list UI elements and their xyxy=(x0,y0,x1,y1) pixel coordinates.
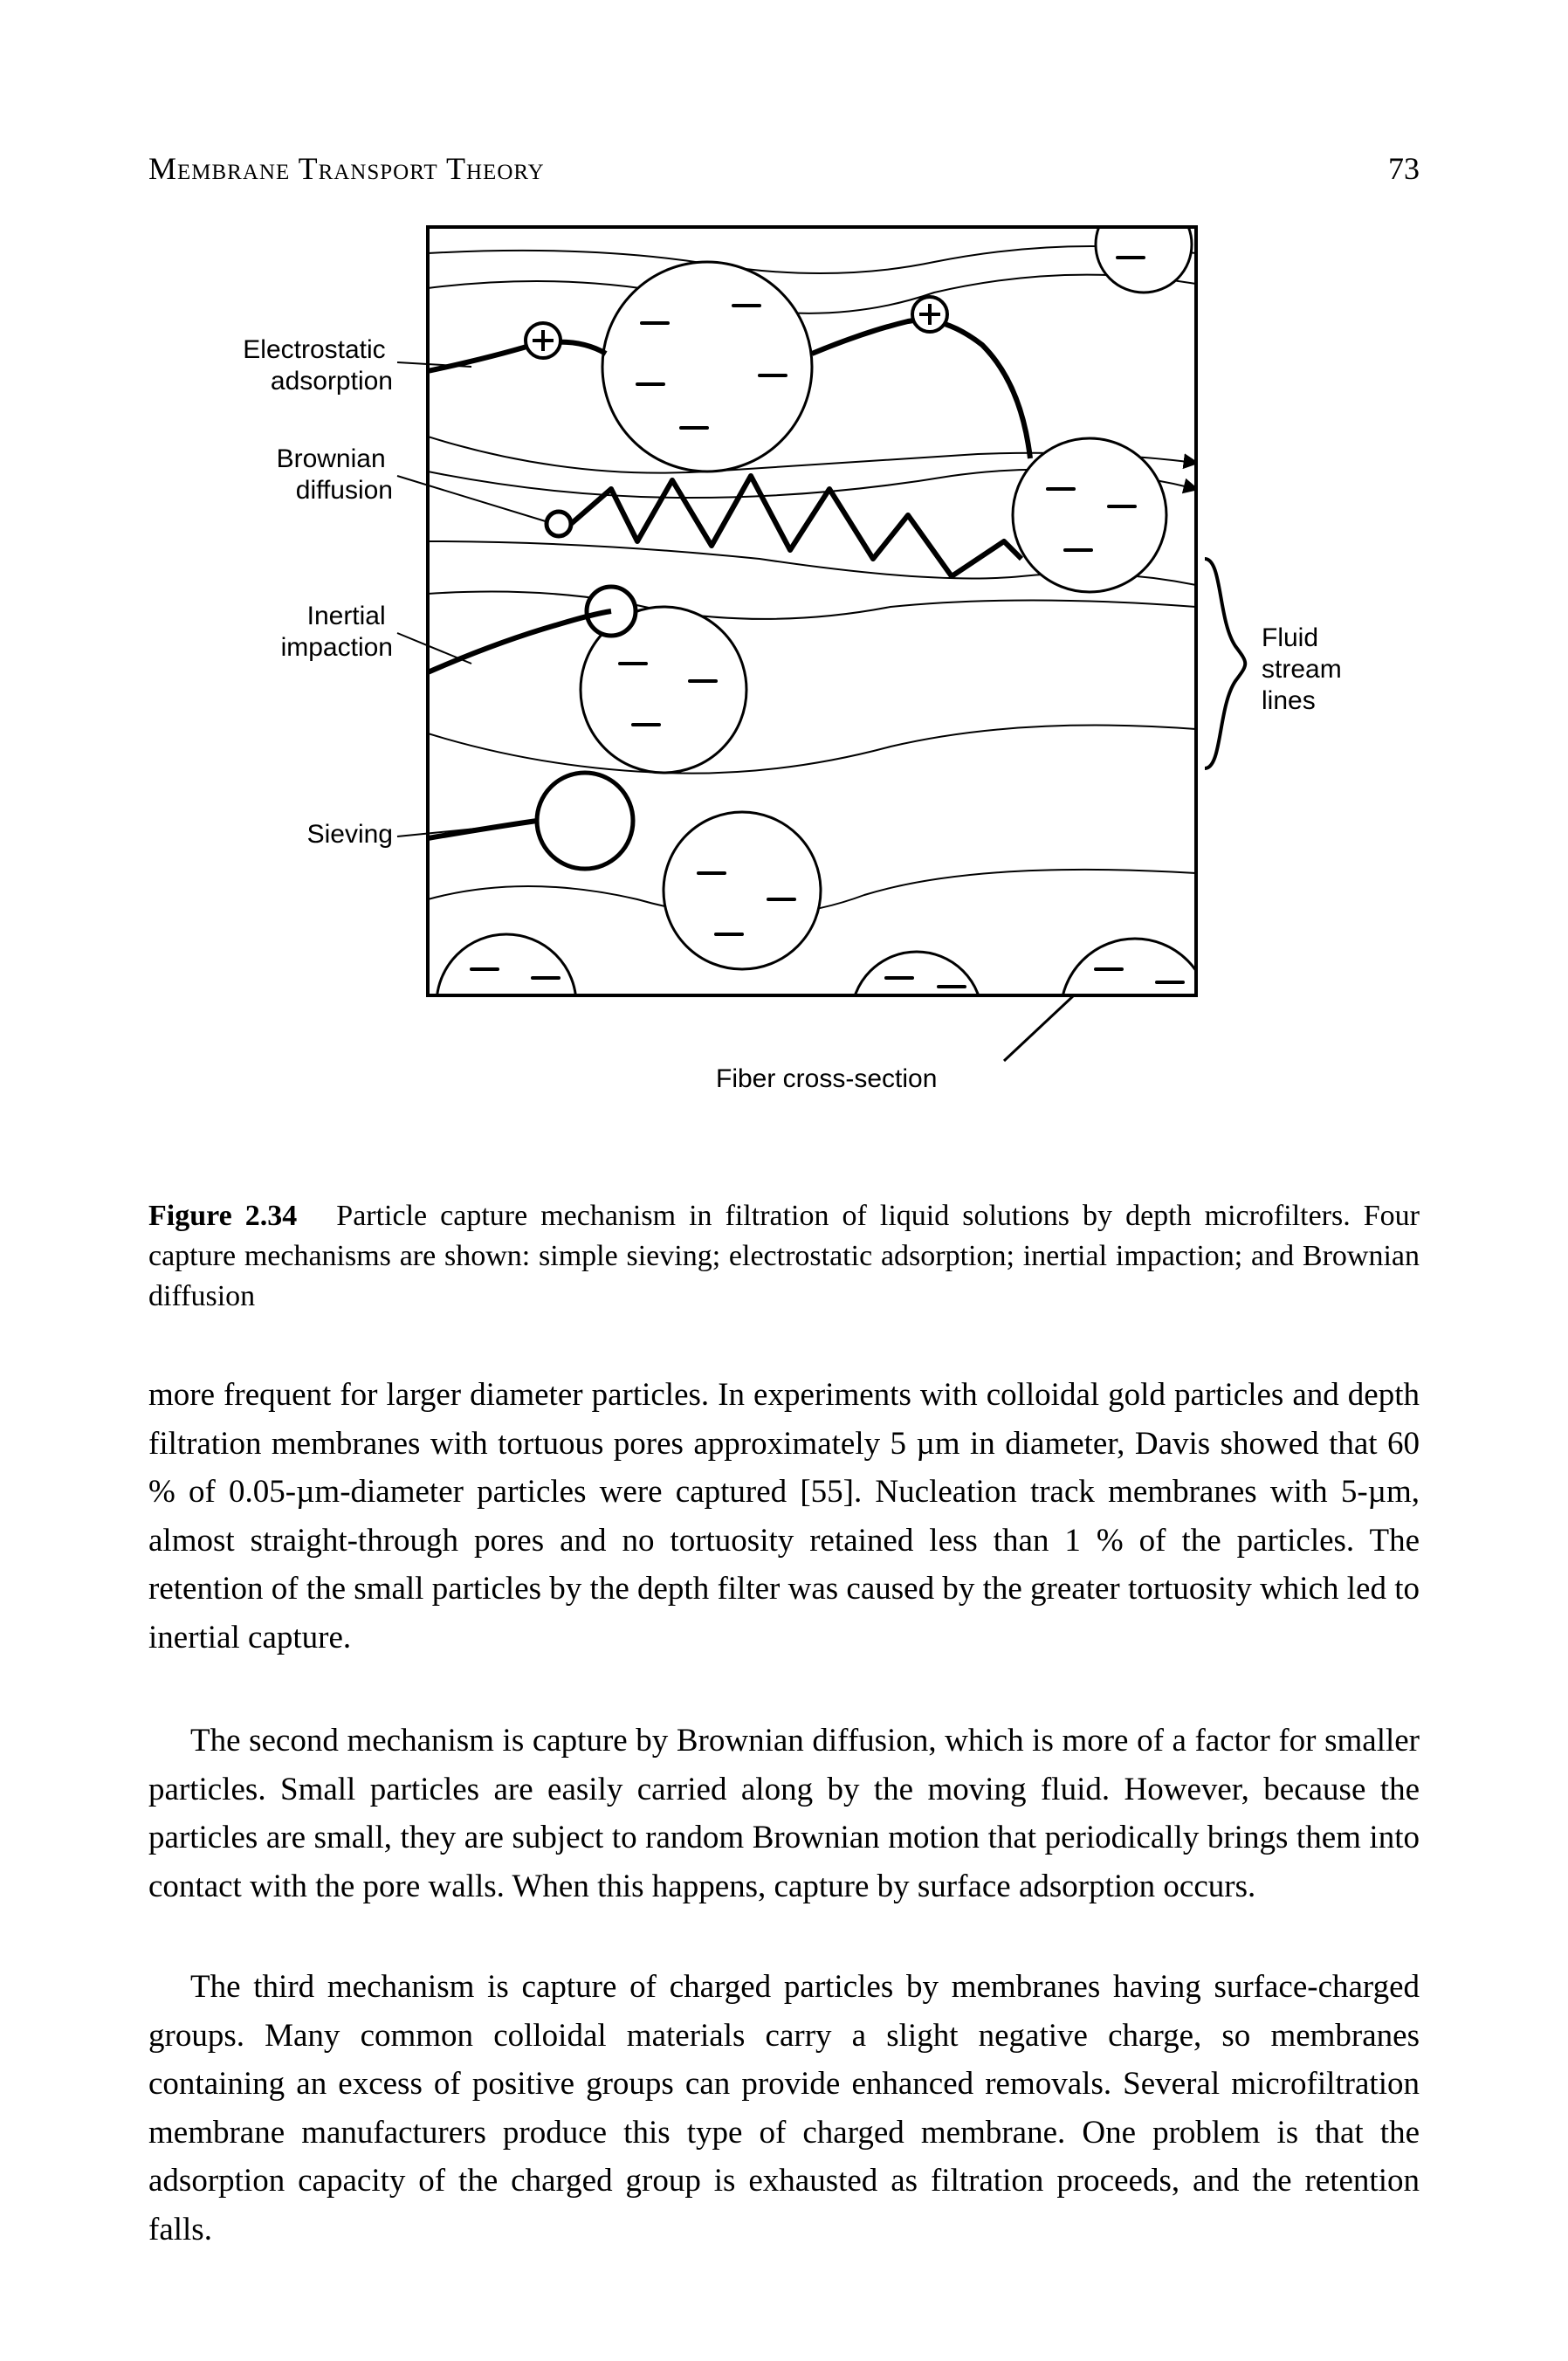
label-electrostatic: Electrostatic adsorption xyxy=(243,335,393,396)
figure-svg: Electrostatic adsorption Brownian diffus… xyxy=(148,210,1420,1135)
label-fluid-stream: Fluid stream lines xyxy=(1262,623,1349,715)
label-sieving: Sieving xyxy=(307,820,393,849)
page: Membrane Transport Theory 73 xyxy=(0,0,1568,2361)
page-number: 73 xyxy=(1388,150,1420,187)
figure-caption: Figure 2.34 Particle capture mechanism i… xyxy=(148,1196,1420,1317)
running-title: Membrane Transport Theory xyxy=(148,150,545,187)
page-header: Membrane Transport Theory 73 xyxy=(148,150,1420,187)
figure-caption-text: Particle capture mechanism in filtration… xyxy=(148,1200,1420,1312)
paragraph-1: more frequent for larger diameter partic… xyxy=(148,1371,1420,1662)
figure-label: Figure 2.34 xyxy=(148,1200,297,1232)
brace-icon xyxy=(1205,559,1245,768)
figure-2-34: Electrostatic adsorption Brownian diffus… xyxy=(148,210,1420,1135)
label-inertial: Inertial impaction xyxy=(281,602,393,662)
label-fiber-cross-section: Fiber cross-section xyxy=(716,1064,937,1093)
label-brownian: Brownian diffusion xyxy=(277,444,393,505)
paragraph-3: The third mechanism is capture of charge… xyxy=(148,1963,1420,2254)
paragraph-2: The second mechanism is capture by Brown… xyxy=(148,1717,1420,1910)
